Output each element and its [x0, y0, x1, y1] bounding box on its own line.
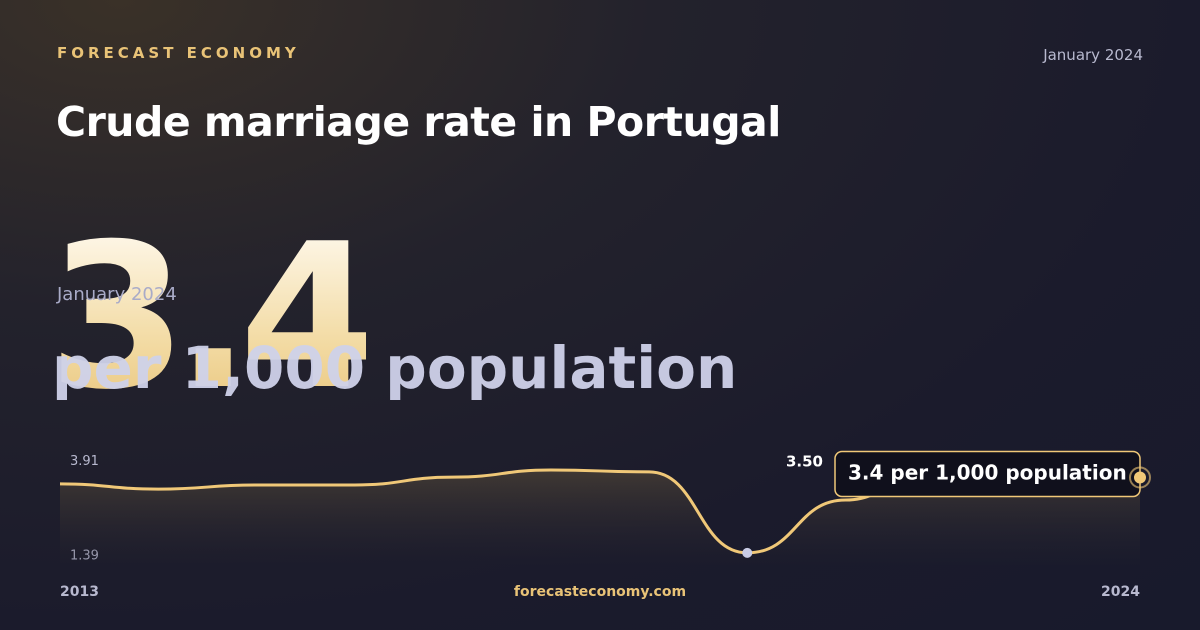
x-tick-label: 2013 — [60, 584, 99, 600]
y-tick-label: 3.91 — [70, 454, 99, 469]
value-label: 3.50 — [786, 453, 823, 471]
site: forecasteconomy.com — [514, 584, 686, 600]
min-point — [742, 547, 753, 558]
title: Crude marriage rate in Portugal — [56, 98, 781, 146]
date: January 2024 — [1043, 46, 1143, 64]
callout-text: 3.4 per 1,000 population — [848, 460, 1127, 484]
callout-unit: per 1,000 population — [890, 460, 1126, 484]
callout-value: 3.4 — [848, 460, 883, 484]
x-tick-label: 2024 — [1101, 584, 1140, 600]
last-ring — [1129, 466, 1151, 489]
headline-date: January 2024 — [57, 284, 177, 305]
brand: FORECAST ECONOMY — [57, 44, 300, 62]
last-point — [1134, 471, 1146, 484]
headline-value: 3.4 — [48, 201, 378, 434]
headline-unit: per 1,000 population — [52, 334, 738, 402]
